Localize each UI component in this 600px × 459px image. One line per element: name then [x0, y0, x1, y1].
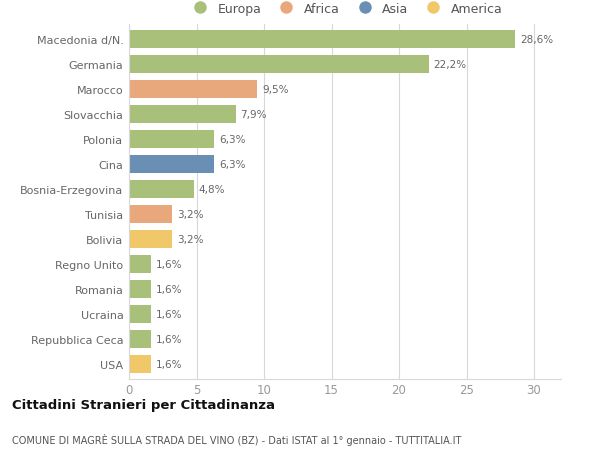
Text: 1,6%: 1,6%	[155, 334, 182, 344]
Text: COMUNE DI MAGRÈ SULLA STRADA DEL VINO (BZ) - Dati ISTAT al 1° gennaio - TUTTITAL: COMUNE DI MAGRÈ SULLA STRADA DEL VINO (B…	[12, 433, 461, 445]
Bar	[129, 255, 151, 273]
Bar	[129, 280, 151, 298]
Text: 1,6%: 1,6%	[155, 309, 182, 319]
Bar	[129, 355, 151, 373]
Text: 1,6%: 1,6%	[155, 259, 182, 269]
Bar	[129, 131, 214, 149]
Text: 7,9%: 7,9%	[241, 110, 267, 120]
Bar	[129, 180, 194, 198]
Text: 6,3%: 6,3%	[219, 135, 245, 145]
Bar	[129, 305, 151, 323]
Text: 4,8%: 4,8%	[199, 185, 225, 195]
Text: 3,2%: 3,2%	[177, 209, 203, 219]
Text: 3,2%: 3,2%	[177, 234, 203, 244]
Text: 1,6%: 1,6%	[155, 359, 182, 369]
Text: Cittadini Stranieri per Cittadinanza: Cittadini Stranieri per Cittadinanza	[12, 398, 275, 411]
Bar	[129, 81, 257, 99]
Legend: Europa, Africa, Asia, America: Europa, Africa, Asia, America	[187, 2, 503, 16]
Text: 9,5%: 9,5%	[262, 85, 289, 95]
Bar	[129, 230, 172, 248]
Bar	[129, 156, 214, 174]
Text: 28,6%: 28,6%	[520, 35, 553, 45]
Text: 1,6%: 1,6%	[155, 284, 182, 294]
Bar	[129, 31, 515, 49]
Bar	[129, 206, 172, 224]
Bar	[129, 56, 428, 74]
Bar	[129, 330, 151, 348]
Text: 22,2%: 22,2%	[433, 60, 467, 70]
Bar	[129, 106, 236, 124]
Text: 6,3%: 6,3%	[219, 160, 245, 170]
